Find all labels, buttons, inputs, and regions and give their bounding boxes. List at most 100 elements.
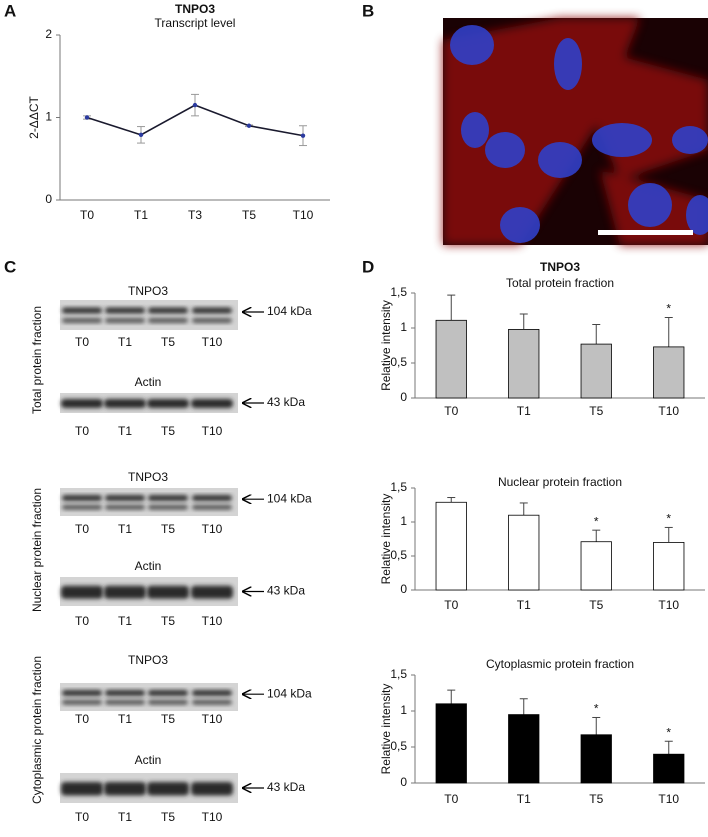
band xyxy=(105,504,145,510)
x-tick-label: T5 xyxy=(589,404,603,418)
x-tick-label: T10 xyxy=(293,208,314,222)
x-tick-label: T1 xyxy=(517,792,531,806)
y-tick-label: 0 xyxy=(400,775,407,789)
lane-label: T10 xyxy=(202,810,223,824)
significance-mark: * xyxy=(666,512,671,526)
lane-label: T5 xyxy=(161,522,175,536)
band xyxy=(147,585,189,599)
significance-mark: * xyxy=(594,702,599,716)
y-axis-label: Relative intensity xyxy=(379,684,393,775)
significance-mark: * xyxy=(666,302,671,316)
lane-label: T10 xyxy=(202,522,223,536)
band xyxy=(148,307,188,314)
lane-label: T0 xyxy=(75,424,89,438)
x-tick-label: T1 xyxy=(517,404,531,418)
x-tick-label: T1 xyxy=(517,598,531,612)
marker xyxy=(138,132,144,138)
x-tick-label: T5 xyxy=(589,792,603,806)
bar xyxy=(508,328,540,399)
chart-subtitle: Cytoplasmic protein fraction xyxy=(486,657,634,671)
band xyxy=(62,318,102,323)
y-tick-label: 0,5 xyxy=(390,355,407,369)
band xyxy=(105,699,145,705)
bar xyxy=(653,542,685,591)
y-axis-label: 2-ΔΔCT xyxy=(27,95,41,138)
panel-letter: D xyxy=(362,257,374,276)
marker xyxy=(246,123,252,128)
bar xyxy=(653,346,685,399)
size-marker: 104 kDa xyxy=(267,686,312,700)
micrograph xyxy=(443,18,708,245)
y-axis-label: Relative intensity xyxy=(379,494,393,585)
x-tick-label: T0 xyxy=(444,598,458,612)
y-tick-label: 1 xyxy=(400,703,407,717)
x-tick-label: T5 xyxy=(589,598,603,612)
band xyxy=(61,782,103,796)
x-tick-label: T0 xyxy=(80,208,94,222)
x-tick-label: T0 xyxy=(444,404,458,418)
lane-label: T5 xyxy=(161,810,175,824)
lane-label: T1 xyxy=(118,614,132,628)
lane-label: T1 xyxy=(118,522,132,536)
band xyxy=(191,782,233,796)
blot-group-label: Cytoplasmic protein fraction xyxy=(30,656,44,804)
y-tick-label: 0 xyxy=(400,390,407,404)
y-tick-label: 0,5 xyxy=(390,548,407,562)
y-tick-label: 0,5 xyxy=(390,739,407,753)
significance-mark: * xyxy=(666,725,671,739)
blot-group-label: Total protein fraction xyxy=(30,306,44,414)
marker xyxy=(84,115,90,120)
x-tick-label: T10 xyxy=(658,792,679,806)
bar xyxy=(653,753,685,784)
x-tick-label: T10 xyxy=(658,404,679,418)
marker xyxy=(192,102,198,108)
y-tick-label: 1 xyxy=(400,320,407,334)
band xyxy=(104,782,146,796)
lane-label: T0 xyxy=(75,810,89,824)
blot-title: Actin xyxy=(135,559,162,573)
band xyxy=(61,585,103,599)
lane-label: T10 xyxy=(202,424,223,438)
band xyxy=(62,690,102,696)
lane-label: T5 xyxy=(161,335,175,349)
band xyxy=(148,699,188,705)
lane-label: T10 xyxy=(202,614,223,628)
chart-title: TNPO3 xyxy=(540,260,580,274)
band xyxy=(192,699,232,705)
lane-label: T5 xyxy=(161,424,175,438)
x-tick-label: T3 xyxy=(188,208,202,222)
bar xyxy=(435,501,467,591)
y-tick-label: 1,5 xyxy=(390,285,407,299)
band xyxy=(104,399,146,408)
y-tick-label: 1 xyxy=(400,514,407,528)
size-marker: 43 kDa xyxy=(267,780,305,794)
blot-title: TNPO3 xyxy=(128,653,168,667)
y-tick-label: 0 xyxy=(400,582,407,596)
band xyxy=(191,585,233,599)
band xyxy=(148,690,188,696)
y-tick-label: 0 xyxy=(45,192,52,206)
band xyxy=(147,782,189,796)
y-tick-label: 2 xyxy=(45,27,52,41)
size-marker: 43 kDa xyxy=(267,584,305,598)
band xyxy=(147,399,189,408)
bar xyxy=(508,714,540,784)
lane-label: T1 xyxy=(118,712,132,726)
band xyxy=(62,504,102,510)
band xyxy=(62,307,102,314)
y-axis-label: Relative intensity xyxy=(379,300,393,391)
band xyxy=(105,495,145,501)
bar xyxy=(508,514,540,591)
panel-letter: A xyxy=(4,1,16,20)
band xyxy=(105,318,145,323)
bar xyxy=(435,703,467,784)
lane-label: T0 xyxy=(75,335,89,349)
chart-subtitle: Total protein fraction xyxy=(506,276,614,290)
size-marker: 104 kDa xyxy=(267,304,312,318)
blot-title: Actin xyxy=(135,375,162,389)
band xyxy=(192,318,232,323)
lane-label: T0 xyxy=(75,522,89,536)
blot-group-label: Nuclear protein fraction xyxy=(30,488,44,612)
lane-label: T10 xyxy=(202,335,223,349)
bar xyxy=(580,541,612,591)
